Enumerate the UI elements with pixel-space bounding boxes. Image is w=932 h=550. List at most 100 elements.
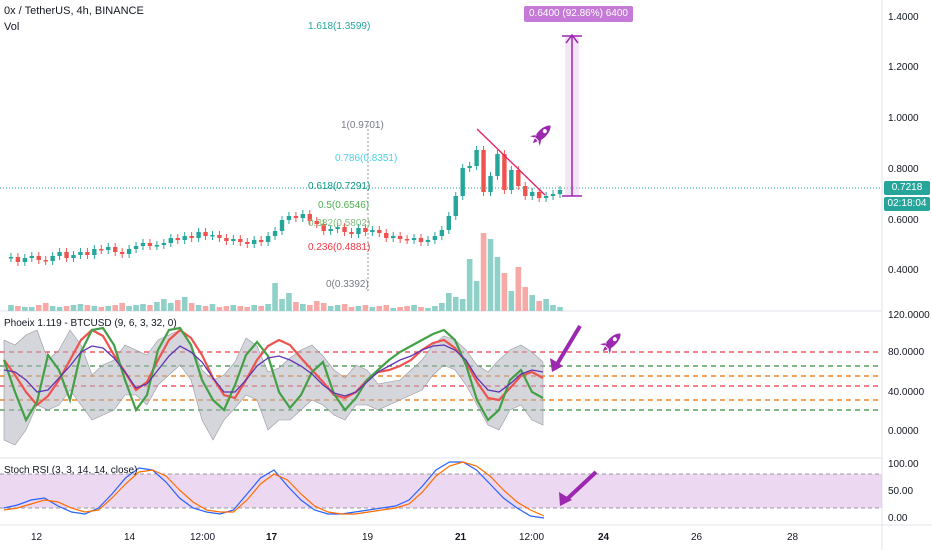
volume-bar [452, 297, 459, 311]
volume-bar [320, 303, 327, 311]
volume-bar [536, 301, 542, 311]
stoch-scale-label: 0.00 [888, 513, 908, 524]
candle [300, 214, 306, 218]
volume-bar [550, 305, 556, 311]
candle [432, 236, 438, 240]
stoch-scale-label: 100.00 [888, 459, 919, 470]
price-scale-label: 0.6000 [888, 215, 919, 226]
volume-label: Vol [4, 21, 20, 33]
volume-bar [223, 306, 230, 311]
candle [342, 227, 347, 232]
volume-bar [508, 291, 515, 311]
fib-level-label: 0.236(0.4881) [308, 242, 371, 253]
candle [78, 252, 83, 255]
volume-bar [286, 293, 292, 311]
volume-bar [341, 304, 348, 311]
candle [453, 196, 458, 216]
volume-bar [313, 301, 320, 311]
volume-bar [529, 295, 535, 311]
volume-bar [466, 259, 473, 311]
volume-bar [494, 257, 501, 311]
measure-arrowhead [565, 33, 579, 44]
volume-bar [105, 306, 112, 311]
volume-bar [168, 303, 174, 311]
phoeix-scale-label: 40.0000 [888, 387, 925, 398]
volume-bar [404, 306, 410, 311]
volume-bar [35, 305, 42, 311]
time-axis-label: 12 [31, 532, 43, 543]
fib-level-label: 1.618(1.3599) [308, 21, 371, 32]
volume-bar [480, 233, 487, 311]
candle [279, 220, 285, 231]
volume-bar [272, 283, 278, 311]
price-scale-label: 1.2000 [888, 62, 919, 73]
candle [15, 257, 21, 262]
time-axis-label: 26 [691, 532, 703, 543]
candle [231, 239, 236, 241]
volume-bar [522, 287, 529, 311]
candle [523, 186, 528, 196]
candle [516, 170, 521, 186]
volume-bar [265, 304, 271, 311]
volume-bar [91, 306, 98, 311]
volume-bar [29, 307, 35, 311]
candle [133, 246, 139, 249]
volume-bar [119, 303, 125, 311]
time-axis-label: 12:00 [519, 532, 545, 543]
fib-level-label: 0.786(0.8351) [335, 153, 398, 164]
candle [36, 256, 41, 260]
candle [481, 150, 486, 192]
candle [203, 232, 208, 236]
candle [495, 154, 500, 176]
candle [467, 166, 472, 168]
volume-bar [355, 306, 362, 311]
fib-level-label: 1(0.9701) [341, 120, 384, 131]
candle [321, 224, 326, 231]
candle [8, 257, 14, 259]
candle [530, 192, 535, 196]
trend-line [476, 128, 546, 196]
volume-bar [174, 300, 181, 311]
candle [328, 229, 333, 231]
volume-bar [77, 304, 84, 311]
candle [557, 190, 563, 194]
candle [314, 221, 319, 224]
candle [536, 192, 542, 198]
candle [460, 168, 465, 196]
volume-bar [383, 305, 390, 311]
volume-bar [84, 305, 91, 311]
rocket-icon [529, 125, 551, 147]
volume-bar [49, 306, 56, 311]
candle [161, 243, 167, 245]
candle [85, 252, 90, 255]
volume-bar [376, 306, 383, 311]
volume-bar [56, 307, 63, 311]
symbol-title: 0x / TetherUS, 4h, BINANCE [4, 5, 144, 17]
candle [258, 240, 264, 242]
volume-bar [348, 307, 355, 311]
volume-bar [362, 305, 369, 311]
candle [238, 239, 243, 242]
candle [335, 227, 340, 229]
candle [29, 256, 34, 258]
candle [425, 240, 431, 242]
candle [210, 235, 215, 237]
volume-bar [515, 267, 522, 311]
candle [293, 216, 299, 218]
volume-bar [557, 307, 563, 311]
candle [265, 236, 271, 242]
stoch-arrowhead [559, 492, 572, 506]
volume-bar [216, 307, 223, 311]
phoeix-scale-label: 120.0000 [888, 310, 930, 321]
stoch-scale-label: 50.00 [888, 486, 914, 497]
phoeix-band [3, 329, 544, 446]
volume-bar [126, 306, 132, 311]
volume-bar [209, 304, 216, 311]
stoch-k-line [3, 461, 545, 519]
volume-bar [369, 307, 376, 311]
phoeix-scale-label: 80.0000 [888, 347, 925, 358]
candle [147, 243, 153, 246]
fib-level-label: 0.5(0.6546) [318, 200, 370, 211]
price-scale-label: 0.4000 [888, 265, 919, 276]
